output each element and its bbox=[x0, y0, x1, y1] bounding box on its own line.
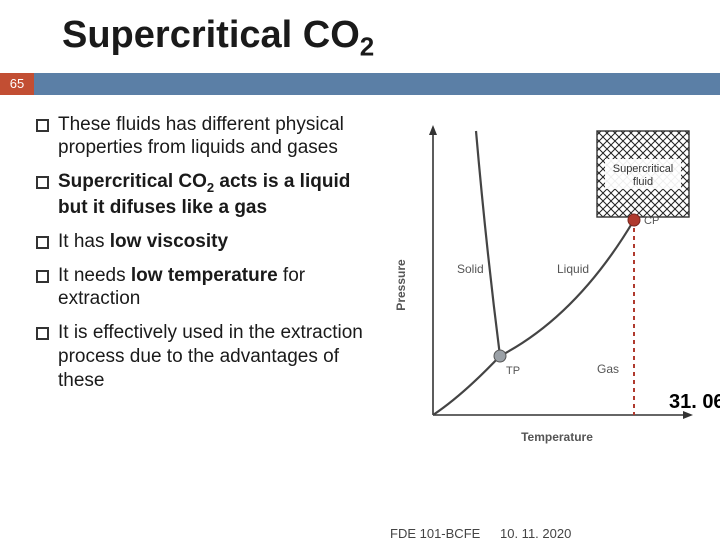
title-text: Supercritical CO bbox=[62, 14, 360, 56]
header-bar-fill bbox=[34, 73, 720, 95]
header-bar: 65 bbox=[0, 73, 720, 95]
bullet-item: It is effectively used in the extraction… bbox=[36, 321, 381, 392]
critical-temp-label: 31. 06°C bbox=[669, 391, 720, 414]
bullet-list: These fluids has different physical prop… bbox=[36, 113, 381, 453]
bullet-item: It needs low temperature for extraction bbox=[36, 264, 381, 312]
bullet-item: Supercritical CO2 acts is a liquid but i… bbox=[36, 170, 381, 220]
slide-title: Supercritical CO2 bbox=[0, 0, 720, 73]
bullet-item: It has low viscosity bbox=[36, 230, 381, 254]
svg-text:Supercritical: Supercritical bbox=[613, 163, 674, 175]
title-sub: 2 bbox=[360, 32, 374, 62]
bullet-item: These fluids has different physical prop… bbox=[36, 113, 381, 161]
svg-text:Liquid: Liquid bbox=[557, 262, 589, 276]
phase-diagram: Temperature Pressure Supercriticalfluid Sol… bbox=[387, 113, 697, 453]
svg-text:CP: CP bbox=[644, 215, 659, 227]
svg-text:Temperature: Temperature bbox=[521, 430, 593, 444]
svg-text:Gas: Gas bbox=[597, 362, 619, 376]
footer-course: FDE 101-BCFE bbox=[390, 526, 480, 541]
svg-text:Solid: Solid bbox=[457, 262, 484, 276]
svg-text:Pressure: Pressure bbox=[394, 259, 408, 311]
slide-number-badge: 65 bbox=[0, 73, 34, 95]
svg-text:fluid: fluid bbox=[633, 176, 653, 188]
content-area: These fluids has different physical prop… bbox=[0, 95, 720, 453]
svg-text:TP: TP bbox=[506, 365, 520, 377]
footer-date: 10. 11. 2020 bbox=[500, 526, 571, 541]
phase-diagram-svg: Temperature Pressure Supercriticalfluid Sol… bbox=[387, 113, 697, 453]
